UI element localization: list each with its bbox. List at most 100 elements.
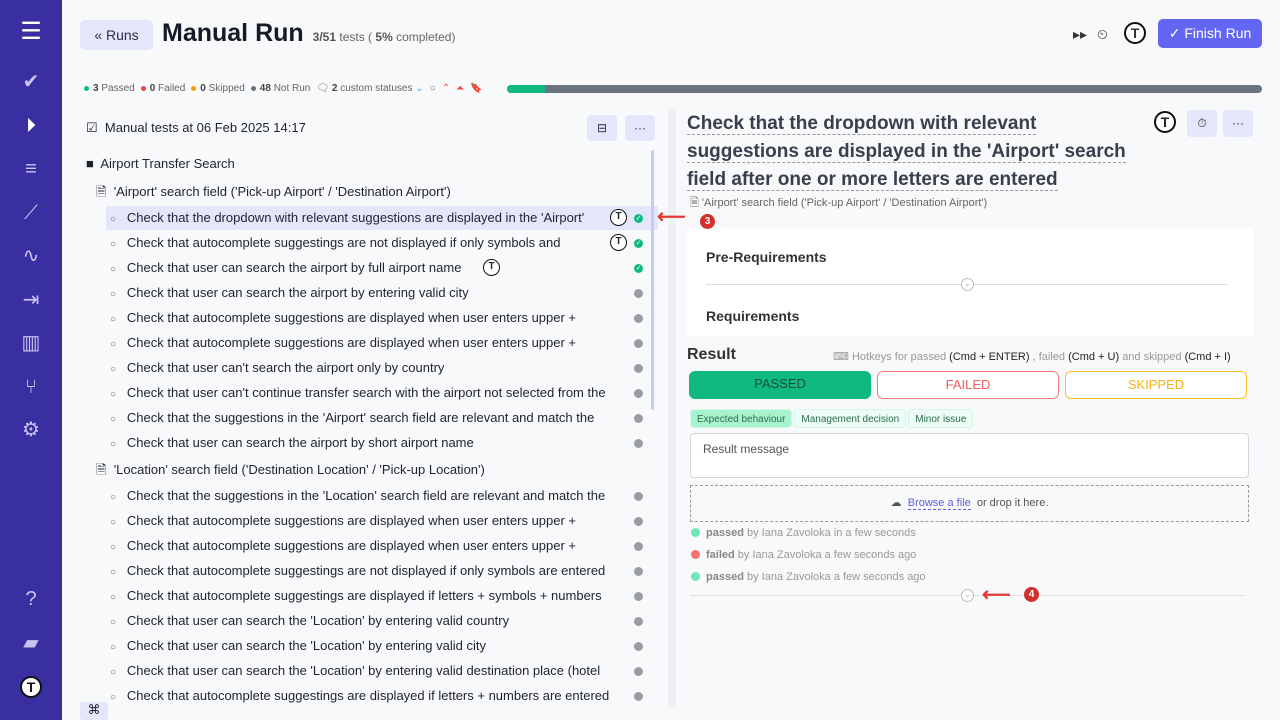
command-palette-button[interactable]: ⌘ — [80, 702, 108, 720]
test-row[interactable]: ○ Check that user can search the 'Locati… — [106, 659, 658, 683]
steps-icon[interactable]: ⟋ — [24, 202, 38, 224]
radio-icon: ○ — [110, 667, 117, 678]
folder-icon[interactable]: ▰ — [23, 632, 39, 654]
result-heading: Result — [687, 346, 736, 363]
logo-icon[interactable]: T — [17, 672, 45, 700]
skipped-button[interactable]: SKIPPED — [1065, 371, 1247, 399]
status-notrun-icon — [634, 389, 643, 398]
play-icon[interactable]: ⏵ — [26, 115, 36, 137]
test-title: Check that user can't search the airport… — [126, 360, 445, 375]
test-row[interactable]: ○ Check that user can search the airport… — [106, 256, 658, 280]
custom-statuses-dropdown[interactable]: 🗨 2 custom statuses ⌄ — [316, 83, 424, 94]
radio-icon: ○ — [110, 642, 117, 653]
chevron-down-icon: ⌄ — [415, 83, 424, 94]
stat-failed[interactable]: 0 Failed — [140, 83, 185, 94]
bookmark-icon[interactable]: 🔖 — [470, 83, 483, 94]
priority-critical-icon[interactable]: ⏶ — [456, 83, 465, 94]
stat-notrun[interactable]: 48 Not Run — [250, 83, 310, 94]
test-row[interactable]: ○ Check that autocomplete suggestions ar… — [106, 509, 658, 533]
expand-history-icon[interactable]: ⌄ — [961, 589, 974, 602]
test-row[interactable]: ○ Check that the dropdown with relevant … — [106, 206, 658, 230]
menu-icon[interactable]: ☰ — [20, 18, 42, 45]
more-options-button[interactable]: ··· — [625, 115, 655, 141]
annotation-arrow-icon: ⟵ — [982, 584, 1011, 606]
file-drop-zone[interactable]: ☁ Browse a file or drop it here. — [690, 485, 1249, 522]
pulse-icon[interactable]: ∿ — [22, 245, 40, 267]
test-title: Check that the dropdown with relevant su… — [126, 210, 585, 225]
test-row[interactable]: ○ Check that the suggestions in the 'Loc… — [106, 484, 658, 508]
test-title: Check that autocomplete suggestions are … — [126, 538, 577, 553]
status-notrun-icon — [634, 439, 643, 448]
testomat-logo-icon[interactable]: T — [1124, 22, 1146, 44]
case-title: Check that the dropdown with relevant su… — [687, 113, 1126, 191]
timer-icon[interactable]: ⏲ — [1097, 26, 1108, 42]
branch-icon[interactable]: ⑂ — [25, 376, 37, 398]
radio-icon: ○ — [110, 414, 117, 425]
help-icon[interactable]: ? — [25, 588, 37, 610]
status-passed-icon: ✓ — [634, 214, 643, 223]
test-title: Check that user can search the airport b… — [126, 285, 469, 300]
failed-button[interactable]: FAILED — [877, 371, 1059, 399]
tree-view-button[interactable]: ⊟ — [587, 115, 617, 141]
browse-file-link[interactable]: Browse a file — [907, 497, 971, 510]
test-row[interactable]: ○ Check that autocomplete suggestings ar… — [106, 559, 658, 583]
tag-expected-behaviour[interactable]: Expected behaviour — [690, 409, 793, 428]
test-title: Check that autocomplete suggestions are … — [126, 310, 577, 325]
test-row[interactable]: ○ Check that user can't search the airpo… — [106, 356, 658, 380]
passed-status-icon — [691, 572, 700, 581]
stat-skipped[interactable]: 0 Skipped — [191, 83, 245, 94]
test-row[interactable]: ○ Check that user can search the airport… — [106, 431, 658, 455]
test-row[interactable]: ○ Check that user can search the airport… — [106, 281, 658, 305]
automation-logo-icon: T — [483, 259, 500, 276]
panel-resize-handle[interactable] — [668, 108, 676, 708]
case-more-button[interactable]: ··· — [1223, 110, 1253, 137]
check-icon[interactable]: ✔ — [22, 71, 40, 93]
priority-high-icon[interactable]: ⌃ — [441, 83, 451, 94]
test-row[interactable]: ○ Check that user can't continue transfe… — [106, 381, 658, 405]
back-to-runs-button[interactable]: « Runs — [80, 20, 153, 50]
radio-icon: ○ — [110, 567, 117, 578]
test-row[interactable]: ○ Check that autocomplete suggestings ar… — [106, 584, 658, 608]
test-row[interactable]: ○ Check that user can search the 'Locati… — [106, 634, 658, 658]
test-row[interactable]: ○ Check that autocomplete suggestions ar… — [106, 331, 658, 355]
test-row[interactable]: ○ Check that the suggestions in the 'Air… — [106, 406, 658, 430]
stopwatch-button[interactable]: ⏱ — [1187, 110, 1217, 137]
pre-requirements-heading: Pre-Requirements — [706, 249, 827, 265]
status-notrun-icon — [634, 339, 643, 348]
finish-run-button[interactable]: ✓ Finish Run — [1158, 19, 1262, 48]
test-row[interactable]: ○ Check that autocomplete suggestions ar… — [106, 306, 658, 330]
passed-button[interactable]: PASSED — [689, 371, 871, 399]
suite-row[interactable]: 🗎 'Airport' search field ('Pick-up Airpo… — [96, 184, 451, 199]
testomat-logo-icon[interactable]: T — [1150, 110, 1180, 137]
tag-minor-issue[interactable]: Minor issue — [908, 409, 974, 428]
list-check-icon[interactable]: ≡ — [25, 158, 37, 180]
gear-icon[interactable]: ⚙ — [22, 419, 40, 441]
result-message-input[interactable]: Result message — [690, 433, 1249, 478]
fast-forward-icon[interactable]: ▸▸ — [1073, 26, 1088, 42]
test-row[interactable]: ○ Check that autocomplete suggestings ar… — [106, 684, 658, 708]
scrollbar[interactable] — [651, 150, 654, 410]
radio-icon: ○ — [110, 592, 117, 603]
case-description: Pre-Requirements ⌄ Requirements — [687, 228, 1253, 336]
test-row[interactable]: ○ Check that autocomplete suggestions ar… — [106, 534, 658, 558]
stat-passed[interactable]: 3 Passed — [84, 83, 135, 94]
history-entry: failed by Iana Zavoloka a few seconds ag… — [691, 549, 916, 561]
test-title: Check that user can search the 'Location… — [126, 638, 486, 653]
folder-row[interactable]: ■ Airport Transfer Search — [86, 156, 235, 171]
import-icon[interactable]: ⇥ — [22, 289, 40, 311]
annotation-badge: 3 — [700, 214, 715, 229]
test-row[interactable]: ○ Check that autocomplete suggestings ar… — [106, 231, 658, 255]
expand-icon[interactable]: ⌄ — [961, 278, 974, 291]
radio-icon: ○ — [110, 517, 117, 528]
radio-icon: ○ — [110, 692, 117, 703]
tag-management-decision[interactable]: Management decision — [794, 409, 907, 428]
suite-row[interactable]: 🗎 'Location' search field ('Destination … — [96, 462, 485, 477]
test-row[interactable]: ○ Check that user can search the 'Locati… — [106, 609, 658, 633]
circle-filter-icon[interactable]: ○ — [429, 83, 436, 94]
status-notrun-icon — [634, 692, 643, 701]
radio-icon: ○ — [110, 364, 117, 375]
automation-logo-icon: T — [610, 209, 627, 226]
chart-icon[interactable]: ▥ — [21, 332, 41, 354]
radio-icon: ○ — [110, 542, 117, 553]
hotkeys-hint: ⌨ Hotkeys for passed (Cmd + ENTER) , fai… — [833, 351, 1231, 363]
